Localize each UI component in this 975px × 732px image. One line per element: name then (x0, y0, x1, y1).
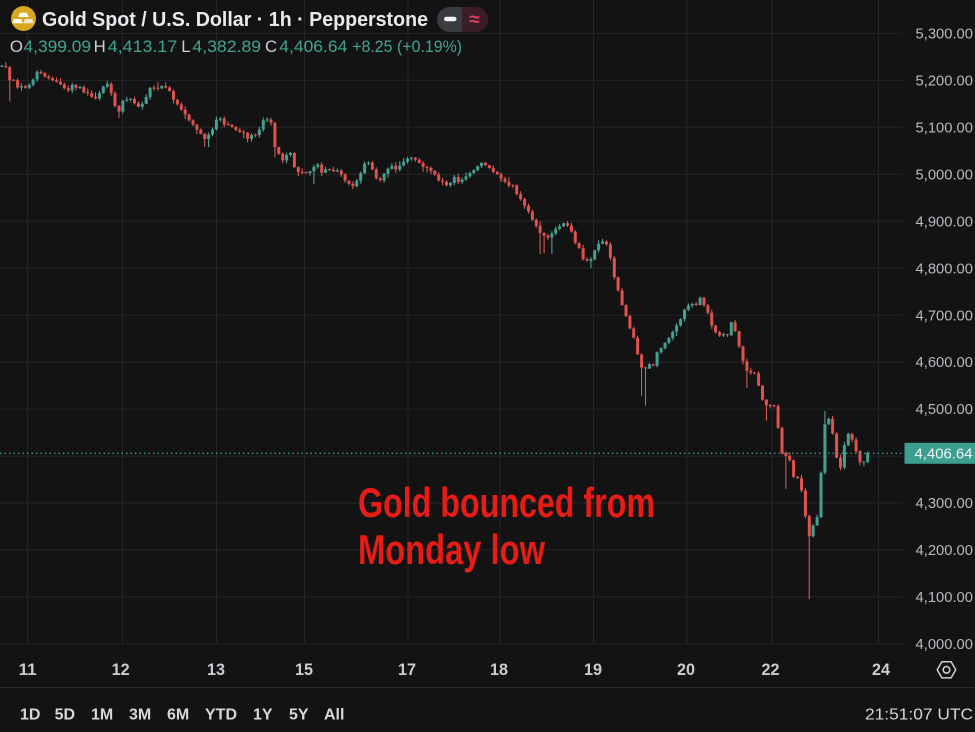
svg-text:4,800.00: 4,800.00 (916, 261, 974, 277)
svg-text:4,700.00: 4,700.00 (916, 308, 974, 324)
svg-text:4,399.09: 4,399.09 (24, 37, 92, 56)
svg-text:24: 24 (872, 661, 891, 679)
svg-text:O: O (10, 37, 23, 56)
svg-text:1D: 1D (20, 707, 40, 724)
svg-text:4,500.00: 4,500.00 (916, 402, 974, 418)
svg-text:4,406.64: 4,406.64 (915, 446, 973, 462)
svg-text:5Y: 5Y (289, 707, 309, 724)
svg-text:C: C (265, 37, 277, 56)
svg-text:5D: 5D (55, 707, 75, 724)
svg-text:≈: ≈ (469, 10, 480, 31)
svg-text:22: 22 (762, 661, 780, 679)
svg-text:3M: 3M (129, 707, 151, 724)
svg-text:YTD: YTD (205, 707, 237, 724)
svg-text:21:51:07 UTC: 21:51:07 UTC (865, 707, 973, 724)
svg-text:17: 17 (398, 661, 416, 679)
svg-text:6M: 6M (167, 707, 189, 724)
svg-text:+8.25 (+0.19%): +8.25 (+0.19%) (352, 37, 462, 56)
svg-text:1Y: 1Y (253, 707, 273, 724)
svg-text:4,382.89: 4,382.89 (192, 37, 261, 56)
svg-text:1M: 1M (91, 707, 113, 724)
svg-text:H: H (94, 37, 106, 56)
svg-text:4,200.00: 4,200.00 (916, 543, 974, 559)
svg-text:19: 19 (584, 661, 602, 679)
svg-text:Gold bounced from: Gold bounced from (358, 479, 655, 526)
svg-text:18: 18 (490, 661, 508, 679)
svg-text:13: 13 (207, 661, 225, 679)
svg-text:4,900.00: 4,900.00 (916, 214, 974, 230)
svg-text:Monday low: Monday low (358, 526, 545, 573)
svg-text:4,300.00: 4,300.00 (916, 496, 974, 512)
svg-text:5,100.00: 5,100.00 (916, 120, 974, 136)
svg-text:5,000.00: 5,000.00 (916, 167, 974, 183)
svg-text:All: All (324, 707, 344, 724)
svg-text:5,200.00: 5,200.00 (916, 74, 974, 90)
svg-text:L: L (181, 37, 190, 56)
svg-text:4,600.00: 4,600.00 (916, 355, 974, 371)
svg-text:20: 20 (677, 661, 695, 679)
svg-text:4,406.64: 4,406.64 (279, 37, 347, 56)
svg-text:4,000.00: 4,000.00 (916, 637, 974, 653)
svg-text:12: 12 (112, 661, 130, 679)
svg-text:11: 11 (19, 661, 37, 679)
svg-text:5,300.00: 5,300.00 (916, 27, 974, 43)
svg-text:Gold Spot / U.S. Dollar · 1h ·: Gold Spot / U.S. Dollar · 1h · Peppersto… (42, 8, 428, 31)
svg-text:4,100.00: 4,100.00 (916, 590, 974, 606)
svg-text:15: 15 (295, 661, 313, 679)
svg-text:4,413.17: 4,413.17 (108, 37, 178, 56)
